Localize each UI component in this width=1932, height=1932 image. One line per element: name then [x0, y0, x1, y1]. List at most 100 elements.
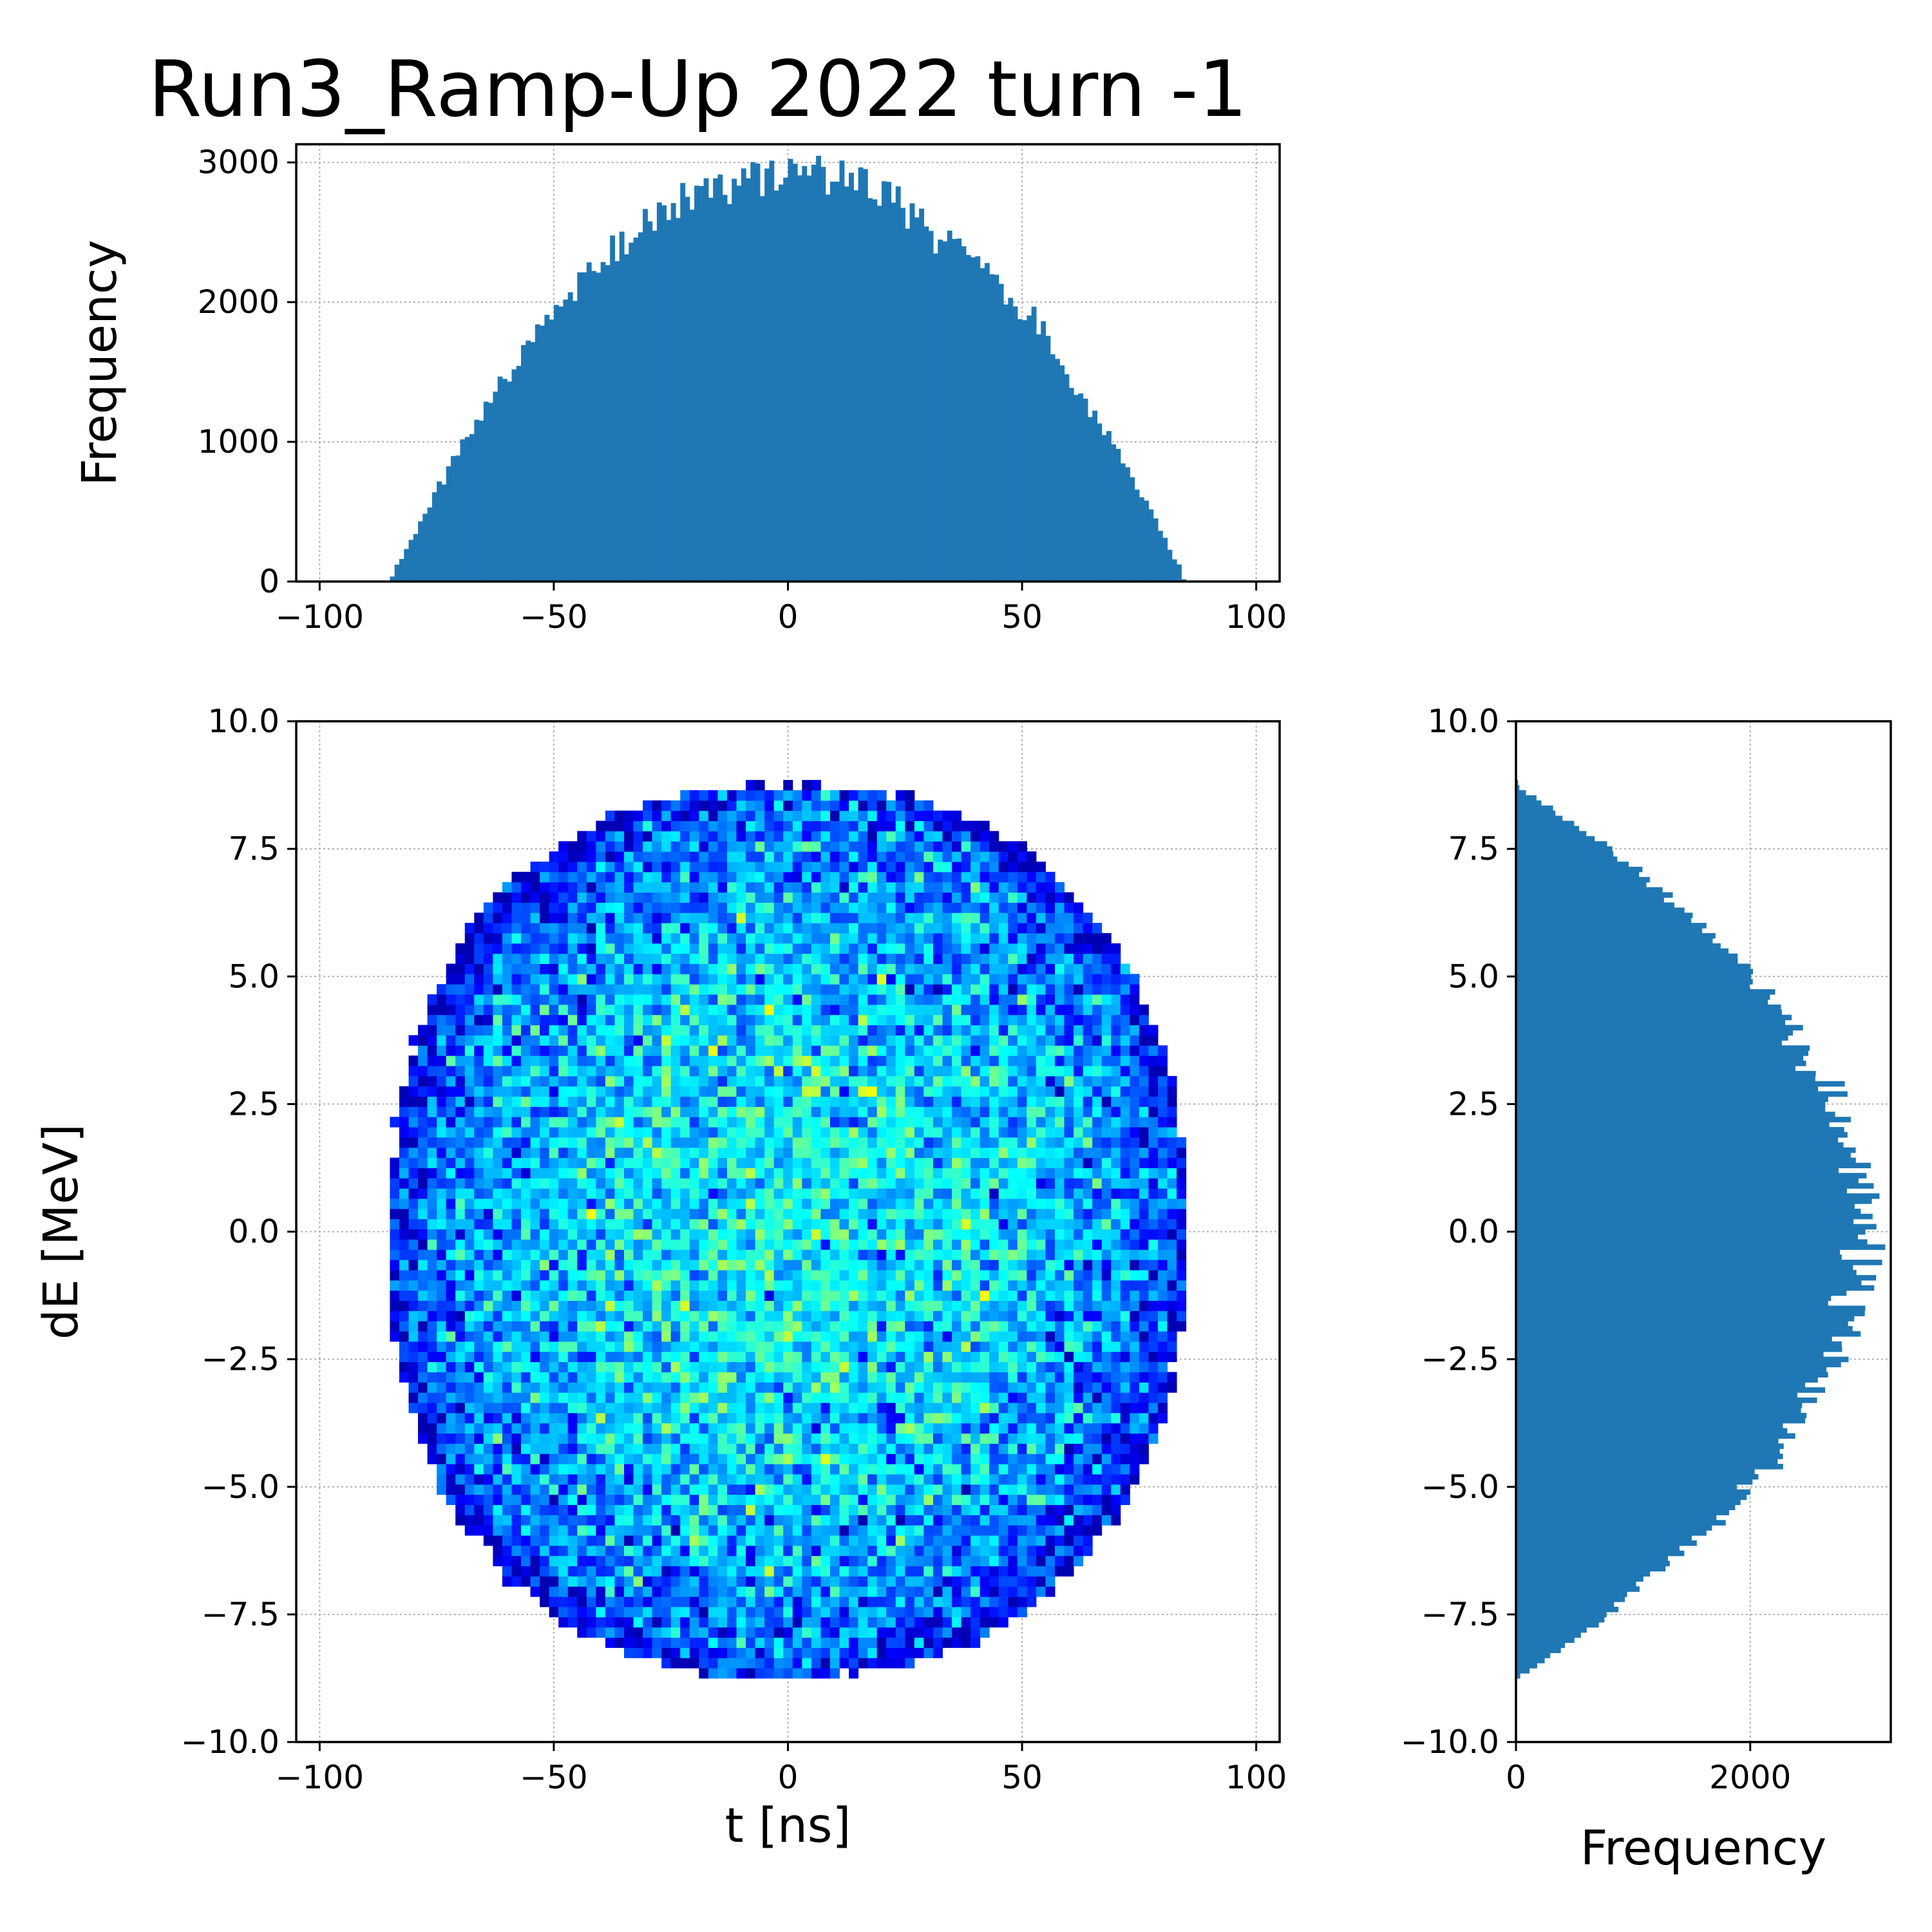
heatmap-cell [905, 1372, 915, 1383]
heatmap-cell [680, 1658, 690, 1669]
heatmap-cell [530, 1218, 540, 1230]
heatmap-cell [493, 1504, 503, 1515]
heatmap-cell [699, 1637, 709, 1648]
heatmap-cell [802, 1443, 812, 1454]
heatmap-cell [521, 1218, 531, 1230]
heatmap-cell [577, 1229, 587, 1240]
heatmap-cell [820, 1056, 831, 1066]
heatmap-cell [971, 1361, 981, 1372]
y-axis-title: Frequency [72, 240, 128, 486]
heatmap-cell [802, 1566, 812, 1577]
heatmap-cell [614, 1361, 625, 1372]
heatmap-cell [540, 1106, 550, 1117]
heatmap-cell [839, 1454, 849, 1464]
heatmap-cell [652, 861, 662, 873]
heatmap-cell [652, 1616, 662, 1628]
heatmap-cell [736, 1117, 746, 1128]
heatmap-cell [549, 1147, 559, 1159]
heatmap-cell [802, 1392, 812, 1403]
heatmap-cell [746, 780, 756, 791]
heatmap-cell [605, 1525, 615, 1536]
heatmap-cell [502, 892, 512, 903]
heatmap-cell [802, 1515, 812, 1526]
heatmap-cell [876, 1555, 887, 1567]
heatmap-cell [736, 1433, 746, 1444]
heatmap-cell [717, 1075, 728, 1087]
heatmap-cell [811, 1321, 821, 1332]
heatmap-cell [549, 1056, 559, 1066]
heatmap-cell [829, 1484, 840, 1495]
heatmap-cell [755, 933, 765, 944]
heatmap-cell [624, 1443, 634, 1454]
heatmap-cell [839, 1576, 849, 1587]
heatmap-cell [914, 1035, 924, 1046]
heatmap-cell [746, 1464, 756, 1475]
heatmap-cell [577, 1045, 587, 1056]
heatmap-cell [895, 841, 905, 852]
heatmap-cell [596, 1086, 606, 1097]
heatmap-cell [633, 1616, 643, 1628]
heatmap-cell [652, 1555, 662, 1567]
heatmap-cell [699, 963, 709, 974]
heatmap-cell [811, 1351, 821, 1363]
heatmap-cell [670, 1086, 681, 1097]
heatmap-cell [811, 1178, 821, 1189]
heatmap-cell [614, 974, 625, 985]
heatmap-cell [643, 1555, 653, 1567]
heatmap-cell [605, 1616, 615, 1628]
heatmap-cell [605, 974, 615, 985]
heatmap-cell [952, 1117, 962, 1128]
histogram-bar [516, 366, 522, 582]
heatmap-cell [952, 1361, 962, 1372]
heatmap-cell [437, 1106, 447, 1117]
heatmap-cell [446, 1198, 456, 1209]
heatmap-cell [652, 1178, 662, 1189]
heatmap-cell [895, 1311, 905, 1321]
heatmap-cell [633, 1341, 643, 1352]
heatmap-cell [689, 841, 699, 852]
heatmap-cell [418, 1290, 428, 1301]
heatmap-cell [971, 1382, 981, 1393]
heatmap-cell [933, 1025, 943, 1036]
heatmap-cell [895, 1137, 905, 1148]
heatmap-cell [839, 1300, 849, 1311]
heatmap-cell [661, 913, 672, 923]
heatmap-cell [464, 923, 475, 934]
heatmap-cell [923, 810, 934, 822]
heatmap-cell [849, 820, 859, 831]
heatmap-cell [895, 1260, 905, 1271]
heatmap-cell [764, 1412, 775, 1424]
heatmap-cell [699, 1157, 709, 1168]
heatmap-cell [493, 994, 503, 1005]
heatmap-cell [755, 780, 765, 791]
heatmap-cell [549, 1269, 559, 1281]
heatmap-cell [437, 1229, 447, 1240]
heatmap-cell [521, 984, 531, 995]
heatmap-cell [699, 1290, 709, 1301]
heatmap-cell [876, 861, 887, 873]
heatmap-cell [437, 1056, 447, 1066]
heatmap-cell [493, 1198, 503, 1209]
heatmap-cell [483, 1117, 493, 1128]
heatmap-cell [699, 1586, 709, 1597]
heatmap-cell [418, 1157, 428, 1168]
heatmap-cell [961, 1361, 971, 1372]
heatmap-cell [652, 1627, 662, 1638]
heatmap-cell [577, 1443, 587, 1454]
heatmap-cell [502, 1464, 512, 1475]
heatmap-cell [521, 1566, 531, 1577]
histogram-bar [418, 521, 423, 582]
heatmap-cell [792, 892, 802, 903]
heatmap-cell [511, 1218, 522, 1230]
heatmap-cell [876, 1249, 887, 1260]
heatmap-cell [876, 1178, 887, 1189]
heatmap-cell [905, 1321, 915, 1332]
heatmap-cell [427, 994, 437, 1005]
heatmap-cell [699, 1260, 709, 1271]
heatmap-cell [699, 953, 709, 964]
heatmap-cell [689, 1249, 699, 1260]
heatmap-cell [895, 1056, 905, 1066]
heatmap-cell [418, 1056, 428, 1066]
heatmap-cell [418, 1127, 428, 1138]
histogram-bar [577, 272, 583, 582]
